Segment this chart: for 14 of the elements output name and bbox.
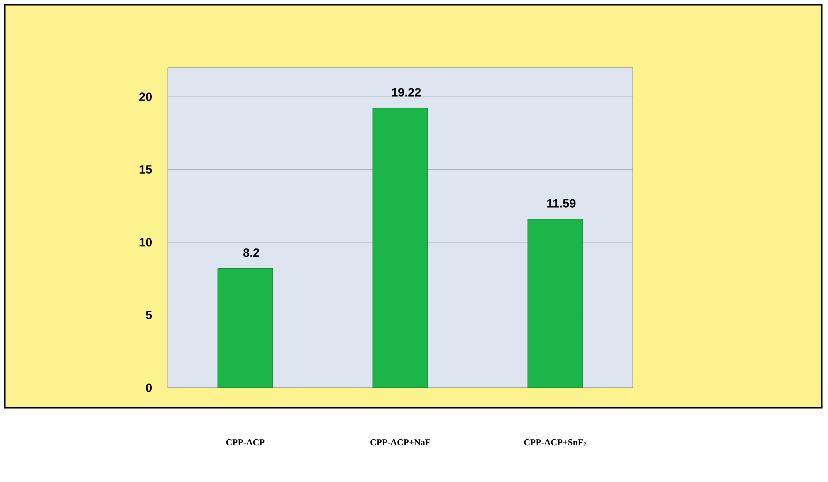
x-tick-label: CPP-ACP+SnF$_{2}$ — [524, 440, 586, 446]
x-tick-label: CPP-ACP — [226, 440, 265, 446]
data-label: 11.59 — [548, 199, 576, 208]
y-tick-label: 20 — [140, 92, 152, 102]
bar — [372, 108, 428, 388]
y-tick-label: 15 — [140, 166, 152, 174]
data-label: 19.22 — [392, 88, 422, 97]
bar — [218, 268, 274, 388]
x-tick-label: CPP-ACP+NaF — [370, 440, 430, 446]
y-tick-label: 5 — [146, 311, 152, 320]
bar — [528, 219, 584, 388]
y-tick-label: 10 — [140, 238, 152, 247]
data-label: 8.2 — [244, 248, 260, 258]
y-tick-label: 0 — [146, 384, 152, 392]
